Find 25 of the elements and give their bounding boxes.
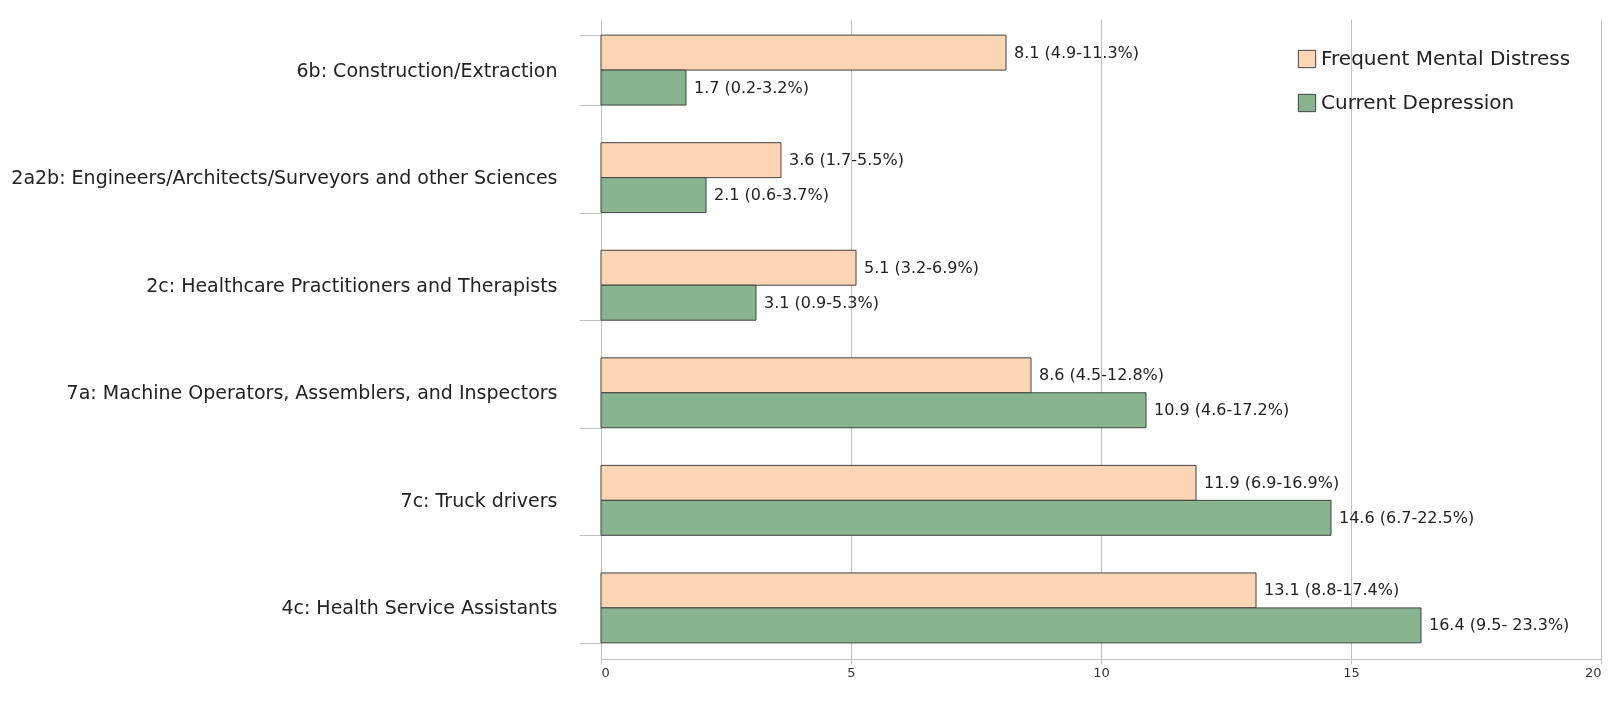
x-tick-label: 10 <box>1093 664 1110 680</box>
legend-label: Frequent Mental Distress <box>1321 46 1571 70</box>
y-tick-label: 7a: Machine Operators, Assemblers, and Inspectors <box>66 381 558 404</box>
legend-label: Current Depression <box>1321 90 1515 114</box>
y-tick-label: 6b: Construction/Extraction <box>296 58 558 81</box>
y-tick-label: 7c: Truck drivers <box>400 488 558 511</box>
data-label: 13.1 (8.8-17.4%) <box>1264 580 1400 600</box>
data-label: 2.1 (0.6-3.7%) <box>714 185 829 205</box>
data-label: 1.7 (0.2-3.2%) <box>694 77 809 97</box>
data-label: 16.4 (9.5- 23.3%) <box>1429 615 1570 635</box>
data-label: 3.6 (1.7-5.5%) <box>789 150 904 170</box>
data-label: 3.1 (0.9-5.3%) <box>764 292 879 312</box>
x-tick-label: 15 <box>1343 664 1360 680</box>
y-tick-label: 2c: Healthcare Practitioners and Therapists <box>146 273 558 296</box>
x-tick-label: 0 <box>601 664 610 680</box>
y-tick-label: 4c: Health Service Assistants <box>281 596 558 619</box>
x-tick-label: 20 <box>1584 664 1602 680</box>
data-label: 11.9 (6.9-16.9%) <box>1204 472 1340 492</box>
y-tick-label: 2a2b: Engineers/Architects/Surveyors and other Sciences <box>11 166 558 189</box>
data-label: 8.1 (4.9-11.3%) <box>1014 42 1140 62</box>
x-tick-label: 5 <box>847 664 856 680</box>
data-label: 14.6 (6.7-22.5%) <box>1339 507 1475 527</box>
data-label: 10.9 (4.6-17.2%) <box>1154 400 1290 420</box>
data-label: 5.1 (3.2-6.9%) <box>864 257 979 277</box>
data-label: 8.6 (4.5-12.8%) <box>1039 365 1165 385</box>
